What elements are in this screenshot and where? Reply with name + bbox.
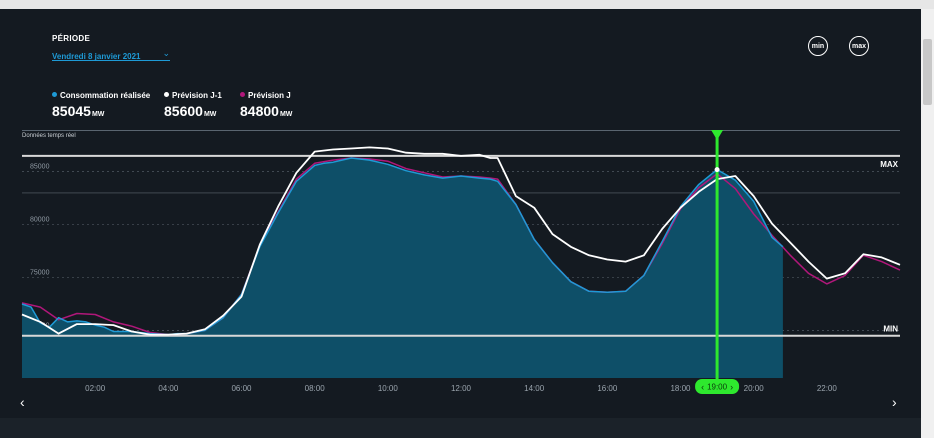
- cursor-point: [714, 167, 720, 173]
- legend-unit-consommation: MW: [91, 111, 105, 118]
- cursor-time-label: 19:00: [707, 383, 728, 392]
- x-tick-label-16:00: 16:00: [597, 384, 618, 393]
- y-tick-label-80000: 80000: [30, 217, 50, 224]
- browser-top-bar: [0, 0, 934, 9]
- y-tick-label-85000: 85000: [30, 164, 50, 171]
- footer-strip: [0, 418, 921, 438]
- legend-dot-prevision-j: [240, 92, 245, 98]
- x-tick-label-14:00: 14:00: [524, 384, 545, 393]
- date-select[interactable]: Vendredi 8 janvier 2021 ⌄: [52, 46, 170, 61]
- x-tick-label-02:00: 02:00: [85, 384, 106, 393]
- x-tick-label-12:00: 12:00: [451, 384, 472, 393]
- consommation-area: [22, 158, 783, 378]
- legend-value-prevision-j: 84800: [240, 103, 279, 119]
- chart-top-separator: [22, 130, 900, 131]
- x-tick-label-06:00: 06:00: [231, 384, 252, 393]
- next-day-arrow-icon[interactable]: ›: [892, 394, 897, 410]
- cursor-right-chevron-icon: ›: [730, 382, 733, 392]
- consommation-line: [21, 157, 784, 336]
- max-line-label: MAX: [880, 160, 898, 169]
- prevision-j1-line: [21, 146, 901, 336]
- x-tick-label-04:00: 04:00: [158, 384, 179, 393]
- legend-name-consommation: Consommation réalisée: [60, 91, 151, 100]
- x-tick-label-22:00: 22:00: [817, 384, 838, 393]
- x-tick-label-18:00: 18:00: [670, 384, 691, 393]
- cursor-time-badge[interactable]: [695, 379, 740, 394]
- max-button[interactable]: max: [849, 36, 869, 56]
- chevron-down-icon: ⌄: [162, 48, 170, 58]
- legend-consommation: Consommation réalisée 85045MW: [52, 91, 150, 119]
- x-tick-label-20:00: 20:00: [744, 384, 765, 393]
- x-tick-label-10:00: 10:00: [378, 384, 399, 393]
- legend-dot-consommation: [52, 92, 57, 98]
- y-tick-label-75000: 75000: [30, 270, 50, 277]
- prev-day-arrow-icon[interactable]: ‹: [20, 394, 25, 410]
- scrollbar-thumb[interactable]: [923, 39, 932, 105]
- min-line-label: MIN: [883, 325, 898, 334]
- legend-name-prevision-j: Prévision J: [248, 91, 291, 100]
- legend-value-consommation: 85045: [52, 103, 91, 119]
- x-tick-label-08:00: 08:00: [305, 384, 326, 393]
- legend-prevision-j1: Prévision J-1 85600MW: [164, 91, 222, 119]
- periode-label: PÉRIODE: [52, 34, 91, 43]
- legend-unit-prevision-j: MW: [279, 111, 293, 118]
- cursor-left-chevron-icon: ‹: [701, 382, 704, 392]
- cursor-top-marker: [711, 130, 724, 140]
- legend-dot-prevision-j1: [164, 92, 169, 98]
- date-value: Vendredi 8 janvier 2021: [52, 52, 141, 61]
- legend-value-prevision-j1: 85600: [164, 103, 203, 119]
- legend-name-prevision-j1: Prévision J-1: [172, 91, 222, 100]
- realtime-label: Données temps réel: [22, 133, 76, 139]
- legend-unit-prevision-j1: MW: [203, 111, 217, 118]
- legend-prevision-j: Prévision J 84800MW: [240, 91, 292, 119]
- page-scrollbar[interactable]: [921, 9, 934, 438]
- min-button[interactable]: min: [808, 36, 828, 56]
